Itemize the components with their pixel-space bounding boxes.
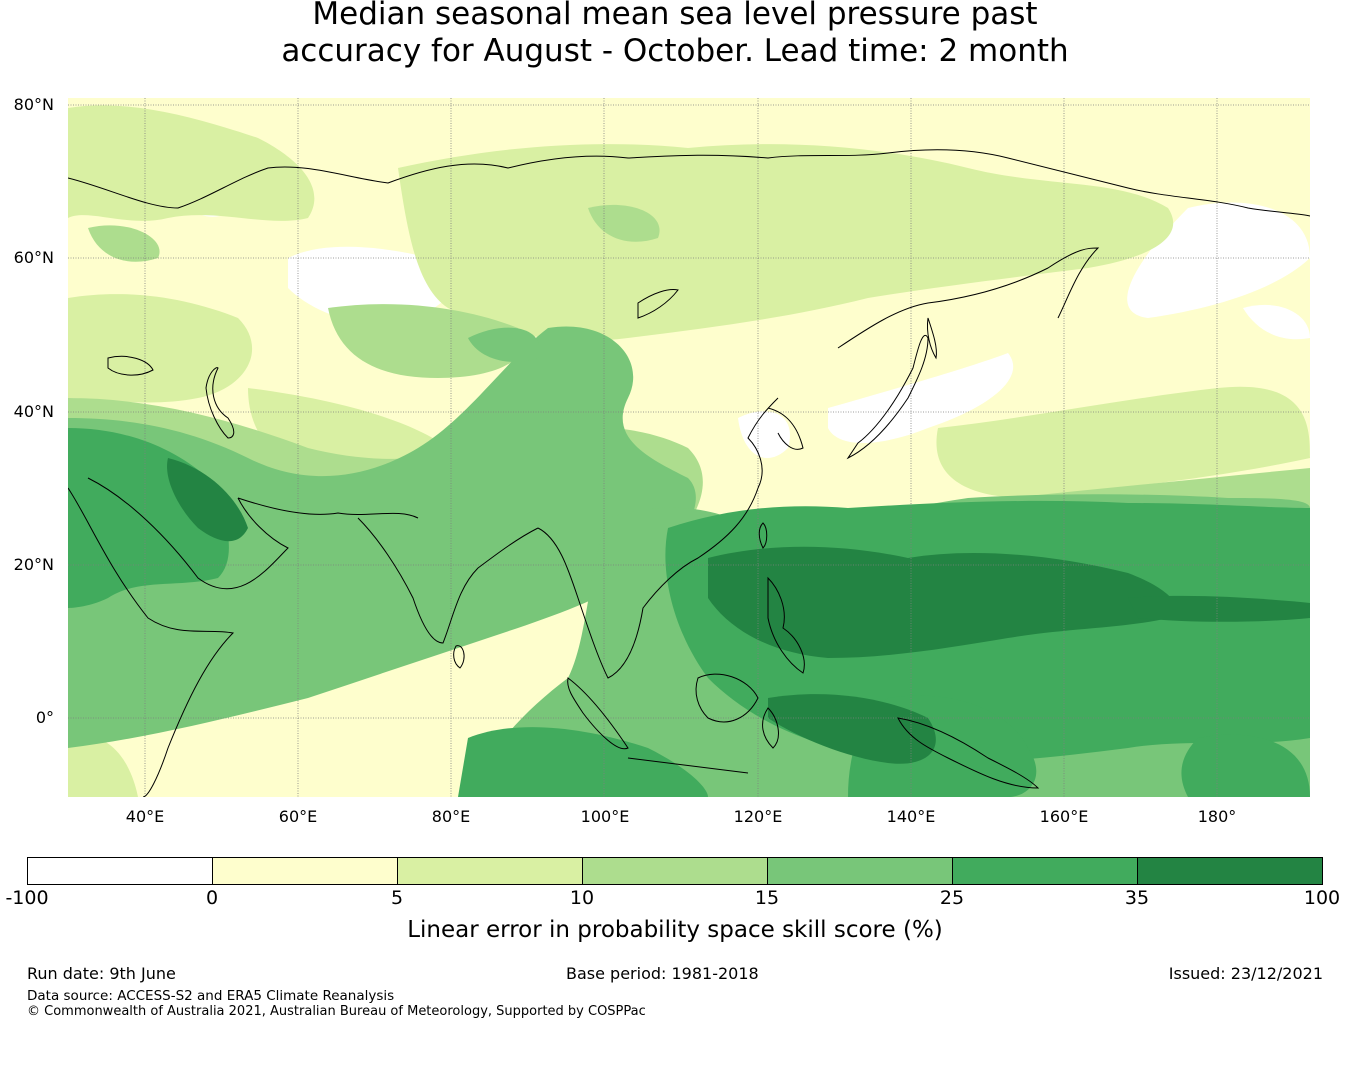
lon-label-120e: 120°E bbox=[733, 807, 783, 826]
skill-35-100-regions bbox=[167, 458, 1310, 764]
lon-label-140e: 140°E bbox=[886, 807, 936, 826]
colorbar-tick: 5 bbox=[390, 887, 404, 909]
colorbar-segment-25-35 bbox=[953, 858, 1138, 884]
colorbar-segment-35-100 bbox=[1138, 858, 1322, 884]
skill-score-map bbox=[68, 98, 1310, 797]
colorbar-tick: 0 bbox=[205, 887, 219, 909]
colorbar-tick: -100 bbox=[5, 887, 49, 909]
negative-skill-regions bbox=[178, 182, 1310, 458]
lat-label-80n: 80°N bbox=[13, 95, 54, 114]
colorbar bbox=[27, 857, 1323, 885]
colorbar-tick: 15 bbox=[754, 887, 780, 909]
colorbar-tick: 35 bbox=[1124, 887, 1150, 909]
chart-title: Median seasonal mean sea level pressure … bbox=[0, 0, 1350, 70]
lat-label-equator: 0° bbox=[35, 708, 54, 727]
colorbar-segment-neg100-0 bbox=[28, 858, 213, 884]
data-source: Data source: ACCESS-S2 and ERA5 Climate … bbox=[27, 988, 395, 1004]
colorbar-segment-15-25 bbox=[768, 858, 953, 884]
lon-label-180: 180° bbox=[1197, 807, 1237, 826]
colorbar-label: Linear error in probability space skill … bbox=[407, 917, 943, 943]
map-field bbox=[68, 98, 1310, 797]
colorbar-tick: 100 bbox=[1303, 887, 1341, 909]
base-period: Base period: 1981-2018 bbox=[566, 964, 759, 983]
lat-label-20n: 20°N bbox=[13, 555, 54, 574]
title-line-1: Median seasonal mean sea level pressure … bbox=[312, 0, 1038, 32]
coastlines bbox=[68, 149, 1310, 797]
lat-label-40n: 40°N bbox=[13, 402, 54, 421]
colorbar-tick: 25 bbox=[939, 887, 965, 909]
lon-label-60e: 60°E bbox=[278, 807, 318, 826]
graticule bbox=[68, 98, 1310, 797]
lon-label-100e: 100°E bbox=[580, 807, 630, 826]
copyright: © Commonwealth of Australia 2021, Austra… bbox=[27, 1004, 646, 1019]
run-date: Run date: 9th June bbox=[27, 964, 176, 983]
colorbar-tick: 10 bbox=[569, 887, 595, 909]
issued-date: Issued: 23/12/2021 bbox=[1168, 964, 1323, 983]
lon-label-80e: 80°E bbox=[431, 807, 471, 826]
lon-label-160e: 160°E bbox=[1039, 807, 1089, 826]
colorbar-segment-0-5 bbox=[213, 858, 398, 884]
lat-label-60n: 60°N bbox=[13, 248, 54, 267]
colorbar-segment-10-15 bbox=[583, 858, 768, 884]
lon-label-40e: 40°E bbox=[125, 807, 165, 826]
colorbar-segment-5-10 bbox=[398, 858, 583, 884]
title-line-2: accuracy for August - October. Lead time… bbox=[281, 33, 1069, 69]
